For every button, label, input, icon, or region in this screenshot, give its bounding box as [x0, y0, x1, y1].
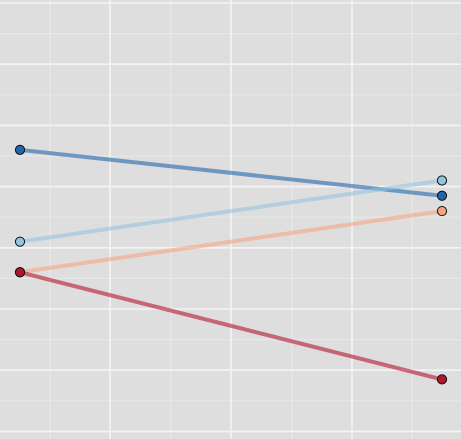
series-points [14, 144, 448, 385]
series-line-2 [19, 178, 443, 244]
series-4-point-2 [436, 374, 448, 385]
series-2-point-1 [14, 236, 26, 247]
series-lines [19, 147, 443, 382]
series-line-1 [19, 147, 443, 198]
series-3-point-2 [436, 205, 448, 217]
series-line-4 [19, 270, 443, 382]
series-4-point-1 [14, 267, 26, 278]
series-2-point-2 [436, 175, 448, 186]
series-1-point-1 [14, 144, 26, 155]
series-line-3 [19, 209, 443, 275]
series-1-point-2 [436, 190, 448, 201]
